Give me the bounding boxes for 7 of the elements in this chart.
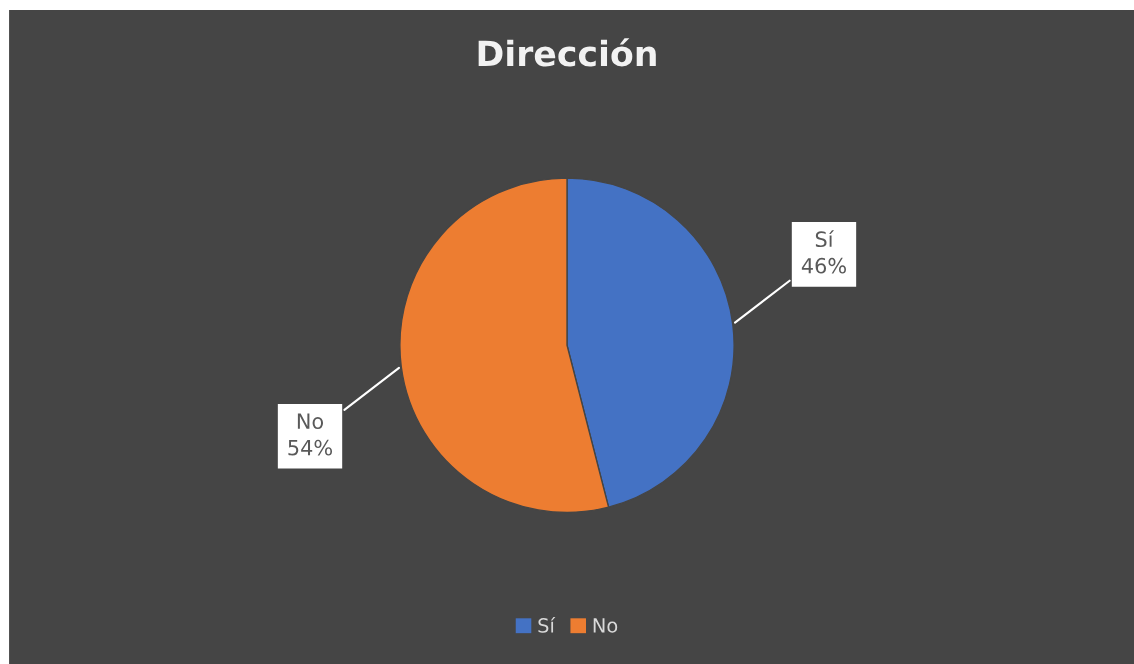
chart-title: Dirección [478,38,656,67]
legend-label: Sí [538,616,556,633]
slice-label: No [297,413,324,430]
legend-label: No [593,618,618,633]
data-label: 54% [288,439,333,456]
slice-label: Sí [815,230,835,248]
data-label: 46% [801,257,846,274]
